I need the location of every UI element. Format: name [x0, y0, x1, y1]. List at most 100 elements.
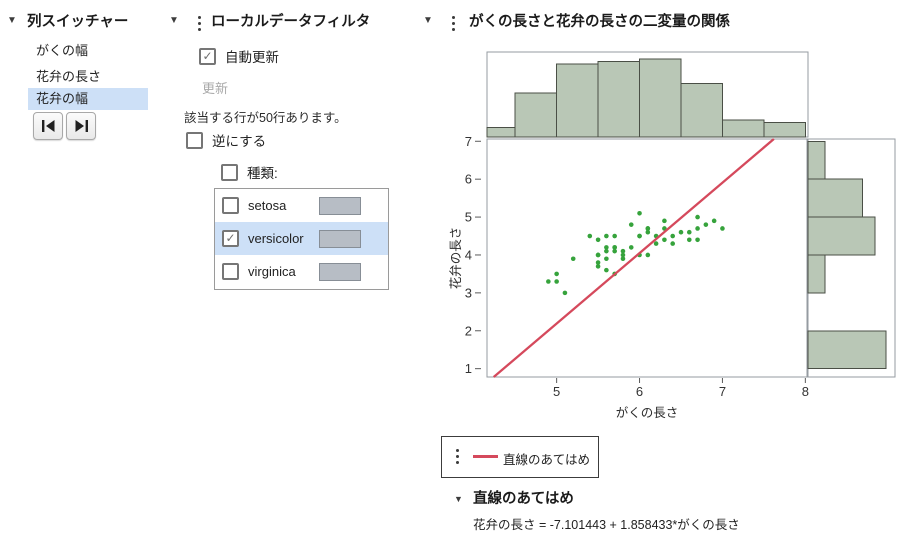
- scatter-point[interactable]: [595, 237, 601, 243]
- y-histogram-bar[interactable]: [807, 254, 826, 294]
- y-tick-label: 6: [465, 172, 472, 187]
- x-histogram-bar[interactable]: [763, 121, 806, 138]
- scatter-point[interactable]: [587, 233, 593, 239]
- fit-line: [492, 138, 775, 378]
- setosa-checkbox[interactable]: ✓: [222, 197, 239, 214]
- column-switcher-disclosure-icon[interactable]: ▼: [7, 15, 17, 26]
- scatter-point[interactable]: [695, 214, 700, 220]
- category-checkbox-row[interactable]: ✓ 種類:: [221, 162, 278, 182]
- x-axis-label: がくの長さ: [616, 405, 679, 420]
- scatter-point[interactable]: [711, 218, 717, 224]
- scatter-point[interactable]: [612, 233, 617, 239]
- invert-checkbox[interactable]: ✓: [186, 131, 203, 149]
- x-histogram-bar[interactable]: [721, 119, 765, 138]
- scatter-point[interactable]: [662, 237, 667, 243]
- scatter-point[interactable]: [620, 252, 626, 258]
- setosa-label: setosa: [248, 198, 287, 213]
- scatter-point[interactable]: [695, 237, 700, 243]
- scatter-point[interactable]: [604, 245, 609, 250]
- scatter-point[interactable]: [670, 233, 675, 239]
- x-histogram-bar[interactable]: [556, 63, 599, 138]
- scatter-point[interactable]: [645, 229, 651, 235]
- category-checkbox[interactable]: ✓: [221, 163, 238, 181]
- y-axis-label: 花弁の長さ: [448, 227, 463, 290]
- y-histogram-bar[interactable]: [807, 216, 876, 256]
- skip-to-first-button[interactable]: [33, 112, 63, 140]
- scatter-point[interactable]: [595, 264, 601, 269]
- fit-section-disclosure-icon[interactable]: ▼: [454, 494, 463, 504]
- scatter-point[interactable]: [662, 218, 667, 224]
- bivariate-menu-icon[interactable]: [451, 15, 456, 32]
- x-histogram-bar[interactable]: [486, 126, 516, 138]
- y-histogram-bar[interactable]: [807, 140, 826, 180]
- scatter-point[interactable]: [612, 248, 617, 254]
- x-tick-label: 7: [719, 384, 726, 399]
- scatter-point[interactable]: [645, 226, 651, 231]
- scatter-point[interactable]: [620, 256, 626, 262]
- invert-checkbox-row[interactable]: ✓ 逆にする: [186, 130, 266, 150]
- scatter-point[interactable]: [637, 233, 642, 239]
- scatter-point[interactable]: [637, 210, 642, 216]
- scatter-point[interactable]: [686, 229, 692, 235]
- data-filter-disclosure-icon[interactable]: ▼: [169, 15, 179, 26]
- filter-level-setosa[interactable]: ✓ setosa: [215, 189, 388, 222]
- bivariate-plot: 5 6 7 8 1 2 3 4 5 6 7 がくの長さ 花弁の長さ: [448, 51, 896, 420]
- auto-update-checkbox-row[interactable]: ✓ 自動更新: [199, 46, 279, 66]
- x-histogram-bar[interactable]: [597, 60, 641, 138]
- legend-menu-icon[interactable]: [455, 448, 460, 465]
- scatter-point[interactable]: [703, 222, 709, 227]
- fit-equation: 花弁の長さ = -7.101443 + 1.858433*がくの長さ: [473, 518, 740, 532]
- scatter-point[interactable]: [595, 252, 601, 258]
- column-item-petal-width[interactable]: 花弁の幅: [28, 88, 148, 110]
- scatter-point[interactable]: [604, 233, 609, 239]
- scatter-point[interactable]: [570, 256, 576, 262]
- scatter-point[interactable]: [720, 226, 725, 231]
- skip-to-last-button[interactable]: [66, 112, 96, 140]
- scatter-point[interactable]: [670, 241, 675, 246]
- y-tick-label: 4: [465, 247, 472, 262]
- x-tick-label: 8: [802, 384, 809, 399]
- x-histogram-bar[interactable]: [680, 82, 723, 138]
- scatter-point[interactable]: [604, 267, 609, 273]
- column-item-petal-length[interactable]: 花弁の長さ: [36, 69, 102, 84]
- scatter-frame: [486, 138, 808, 378]
- x-histogram-bar[interactable]: [639, 58, 682, 138]
- auto-update-checkbox[interactable]: ✓: [199, 47, 216, 65]
- skip-to-first-icon: [41, 120, 54, 132]
- skip-to-last-icon: [75, 120, 88, 132]
- category-label: 種類:: [247, 166, 278, 181]
- versicolor-checkbox[interactable]: ✓: [222, 230, 239, 247]
- scatter-point[interactable]: [695, 226, 700, 231]
- y-histogram-bar[interactable]: [807, 330, 887, 370]
- data-filter-menu-icon[interactable]: [197, 15, 202, 32]
- scatter-point[interactable]: [645, 252, 651, 258]
- scatter-point[interactable]: [678, 229, 684, 235]
- scatter-point[interactable]: [604, 256, 609, 262]
- filter-level-versicolor[interactable]: ✓ versicolor: [215, 222, 388, 255]
- scatter-point[interactable]: [554, 279, 559, 284]
- x-tick-label: 6: [636, 384, 643, 399]
- x-histogram-bar[interactable]: [514, 92, 558, 138]
- scatter-point[interactable]: [595, 260, 601, 265]
- scatter-point[interactable]: [620, 248, 626, 254]
- scatter-point[interactable]: [612, 245, 617, 250]
- y-histogram-bar[interactable]: [807, 178, 864, 218]
- virginica-label: virginica: [248, 264, 296, 279]
- scatter-point[interactable]: [604, 248, 609, 254]
- filter-level-virginica[interactable]: ✓ virginica: [215, 255, 388, 288]
- virginica-checkbox[interactable]: ✓: [222, 263, 239, 280]
- scatter-point[interactable]: [628, 245, 634, 250]
- fit-line-legend-swatch: [473, 455, 498, 458]
- scatter-point[interactable]: [653, 241, 659, 246]
- scatter-point[interactable]: [628, 222, 634, 227]
- y-tick-label: 2: [465, 323, 472, 338]
- scatter-point[interactable]: [562, 290, 568, 296]
- bivariate-disclosure-icon[interactable]: ▼: [423, 15, 433, 26]
- scatter-point[interactable]: [554, 271, 559, 277]
- column-item-sepal-width[interactable]: がくの幅: [36, 43, 89, 58]
- update-button[interactable]: 更新: [202, 78, 228, 97]
- bivariate-title: がくの長さと花弁の長さの二変量の関係: [469, 14, 730, 30]
- scatter-point[interactable]: [686, 237, 692, 243]
- scatter-point[interactable]: [546, 279, 551, 284]
- y-tick-label: 1: [465, 361, 472, 376]
